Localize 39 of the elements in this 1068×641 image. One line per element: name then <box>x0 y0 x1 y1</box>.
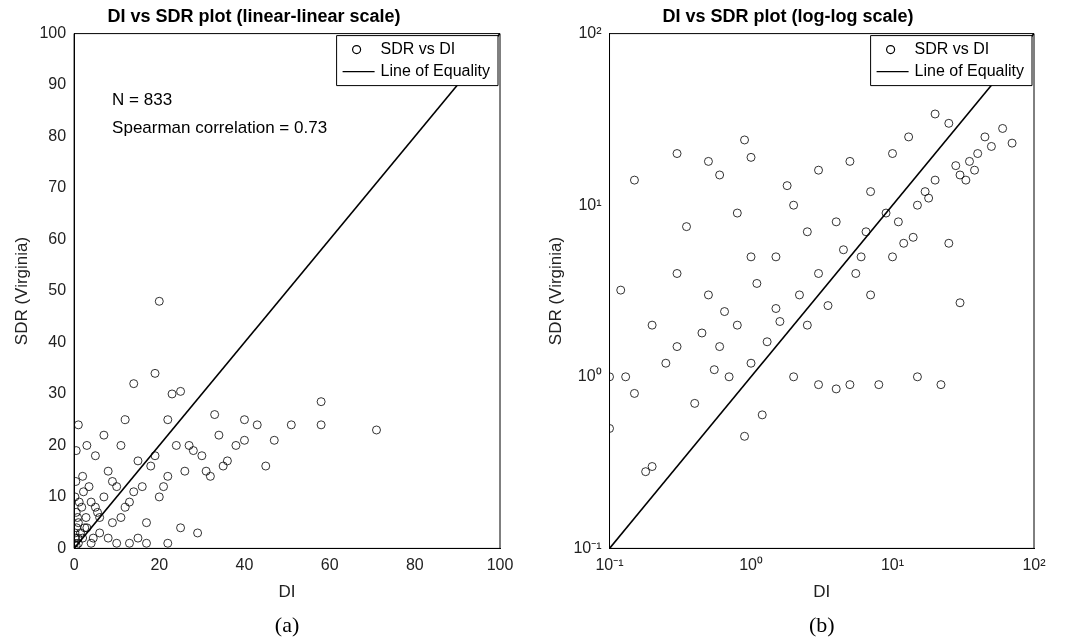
y-tick-label: 70 <box>48 178 67 196</box>
x-tick-label: 10² <box>1022 556 1047 574</box>
y-tick-label: 10⁰ <box>577 367 602 385</box>
text: (b) <box>808 611 835 637</box>
x-tick-label: 60 <box>320 556 339 574</box>
x-tick-label: 10¹ <box>880 556 905 574</box>
y-tick-label: 10⁻¹ <box>573 538 602 556</box>
y-tick-label: 10¹ <box>578 195 602 213</box>
y-tick-label: 20 <box>48 435 67 453</box>
legend-label: SDR vs DI <box>914 40 990 58</box>
y-tick-label: 10² <box>578 24 603 42</box>
x-tick-label: 20 <box>150 556 169 574</box>
y-tick-label: 50 <box>48 281 67 299</box>
annotation: Spearman correlation = 0.73 <box>112 117 328 137</box>
y-tick-label: 90 <box>48 75 67 93</box>
x-tick-label: 40 <box>235 556 254 574</box>
legend-label: Line of Equality <box>380 62 490 80</box>
chart-title: DI vs SDR plot (log-log scale) <box>662 5 914 26</box>
y-tick-label: 30 <box>48 384 67 402</box>
y-tick-label: 10 <box>48 487 67 505</box>
x-tick-label: 0 <box>69 556 79 574</box>
y-tick-label: 0 <box>57 538 67 556</box>
y-axis-title: SDR (Virginia) <box>545 236 565 346</box>
x-axis-title: DI <box>813 582 831 602</box>
y-axis-title: SDR (Virginia) <box>11 236 31 346</box>
y-tick-label: 100 <box>39 24 67 42</box>
y-tick-label: 80 <box>48 126 67 144</box>
x-tick-label: 100 <box>486 556 514 574</box>
y-tick-label: 40 <box>48 332 67 350</box>
x-tick-label: 80 <box>405 556 424 574</box>
x-tick-label: 10⁰ <box>739 556 763 574</box>
chart-title: DI vs SDR plot (linear-linear scale) <box>107 5 401 26</box>
x-axis-title: DI <box>278 582 296 602</box>
x-tick-label: 10⁻¹ <box>595 556 624 574</box>
legend-label: Line of Equality <box>914 62 1024 80</box>
text: (a) <box>274 611 300 637</box>
legend-label: SDR vs DI <box>380 40 456 58</box>
y-tick-label: 60 <box>48 229 67 247</box>
annotation: N = 833 <box>112 89 173 109</box>
